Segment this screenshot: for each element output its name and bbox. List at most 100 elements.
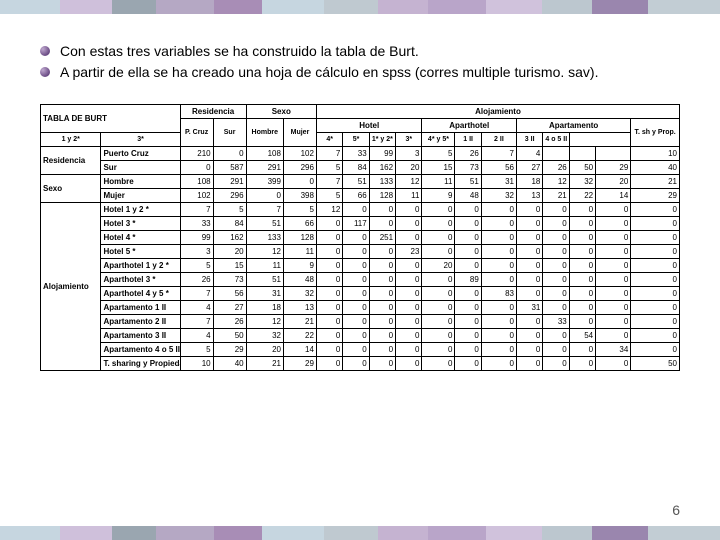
cell: 15 [213, 258, 246, 272]
cell: 0 [343, 314, 369, 328]
cell: 51 [455, 174, 481, 188]
header-sub: 4* y 5* [422, 132, 455, 146]
cell: 51 [246, 216, 283, 230]
cell: 0 [543, 258, 569, 272]
bullet-text: A partir de ella se ha creado una hoja d… [60, 63, 599, 82]
row-group-label: Sexo [41, 174, 101, 202]
cell: 73 [455, 160, 481, 174]
cell: 0 [283, 174, 316, 188]
cell: 20 [596, 174, 631, 188]
cell: 14 [596, 188, 631, 202]
cell: 13 [516, 188, 542, 202]
header-sub: Sur [213, 118, 246, 146]
cell: 0 [316, 244, 342, 258]
cell: 0 [343, 356, 369, 370]
cell: 0 [343, 272, 369, 286]
cell: 0 [369, 314, 395, 328]
row-label: T. sharing y Propiedad [101, 356, 180, 370]
cell: 0 [343, 342, 369, 356]
cell: 0 [396, 300, 422, 314]
cell: 31 [481, 174, 516, 188]
cell: 12 [396, 174, 422, 188]
cell: 0 [481, 244, 516, 258]
cell: 51 [343, 174, 369, 188]
cell: 0 [369, 244, 395, 258]
cell: 0 [396, 328, 422, 342]
cell: 0 [543, 328, 569, 342]
cell: 0 [422, 328, 455, 342]
header-sub: 4* [316, 132, 342, 146]
cell: 0 [543, 272, 569, 286]
cell: 48 [283, 272, 316, 286]
cell: 0 [422, 314, 455, 328]
cell: 21 [631, 174, 680, 188]
cell: 5 [316, 188, 342, 202]
row-group-label: Residencia [41, 146, 101, 174]
header-sub: Hombre [246, 118, 283, 146]
row-group-label: Alojamiento [41, 202, 101, 370]
stripe-segment [378, 0, 428, 14]
cell: 0 [455, 286, 481, 300]
cell: 0 [316, 314, 342, 328]
cell: 0 [369, 300, 395, 314]
cell: 0 [369, 202, 395, 216]
cell: 0 [543, 342, 569, 356]
cell: 33 [343, 146, 369, 160]
cell: 29 [596, 160, 631, 174]
cell: 33 [180, 216, 213, 230]
cell: 296 [283, 160, 316, 174]
cell: 50 [213, 328, 246, 342]
cell: 0 [455, 328, 481, 342]
stripe-segment [542, 526, 592, 540]
cell: 0 [596, 328, 631, 342]
cell: 0 [596, 258, 631, 272]
cell: 32 [569, 174, 595, 188]
cell: 0 [455, 300, 481, 314]
cell: 0 [631, 286, 680, 300]
cell: 0 [481, 272, 516, 286]
stripe-segment [156, 526, 214, 540]
cell: 22 [283, 328, 316, 342]
cell: 0 [516, 216, 542, 230]
cell: 0 [569, 356, 595, 370]
row-label: Hotel 5 * [101, 244, 180, 258]
cell: 5 [180, 342, 213, 356]
cell: 27 [516, 160, 542, 174]
cell: 4 [516, 146, 542, 160]
cell: 0 [343, 258, 369, 272]
header-group: Residencia [180, 104, 246, 118]
row-label: Aparthotel 4 y 5 * [101, 286, 180, 300]
row-label: Apartamento 4 o 5 II [101, 342, 180, 356]
cell: 0 [543, 230, 569, 244]
row-label: Hotel 1 y 2 * [101, 202, 180, 216]
cell: 0 [569, 258, 595, 272]
bullet-item: Con estas tres variables se ha construid… [40, 42, 680, 61]
cell: 32 [481, 188, 516, 202]
cell: 32 [246, 328, 283, 342]
cell: 0 [631, 258, 680, 272]
cell: 0 [455, 244, 481, 258]
cell: 0 [516, 286, 542, 300]
cell: 31 [246, 286, 283, 300]
cell: 48 [455, 188, 481, 202]
cell: 0 [396, 286, 422, 300]
page-number: 6 [672, 502, 680, 518]
cell: 0 [569, 230, 595, 244]
cell: 0 [516, 258, 542, 272]
stripe-segment [648, 526, 720, 540]
cell: 4 [180, 300, 213, 314]
cell: 0 [596, 230, 631, 244]
bullet-text: Con estas tres variables se ha construid… [60, 42, 419, 61]
cell: 0 [246, 188, 283, 202]
cell: 0 [631, 202, 680, 216]
row-label: Apartamento 1 II [101, 300, 180, 314]
cell: 0 [569, 342, 595, 356]
cell: 0 [422, 202, 455, 216]
cell: 0 [213, 146, 246, 160]
cell: 0 [569, 300, 595, 314]
cell: 20 [213, 244, 246, 258]
cell: 0 [569, 272, 595, 286]
row-label: Aparthotel 3 * [101, 272, 180, 286]
stripe-segment [592, 0, 648, 14]
cell: 0 [596, 286, 631, 300]
